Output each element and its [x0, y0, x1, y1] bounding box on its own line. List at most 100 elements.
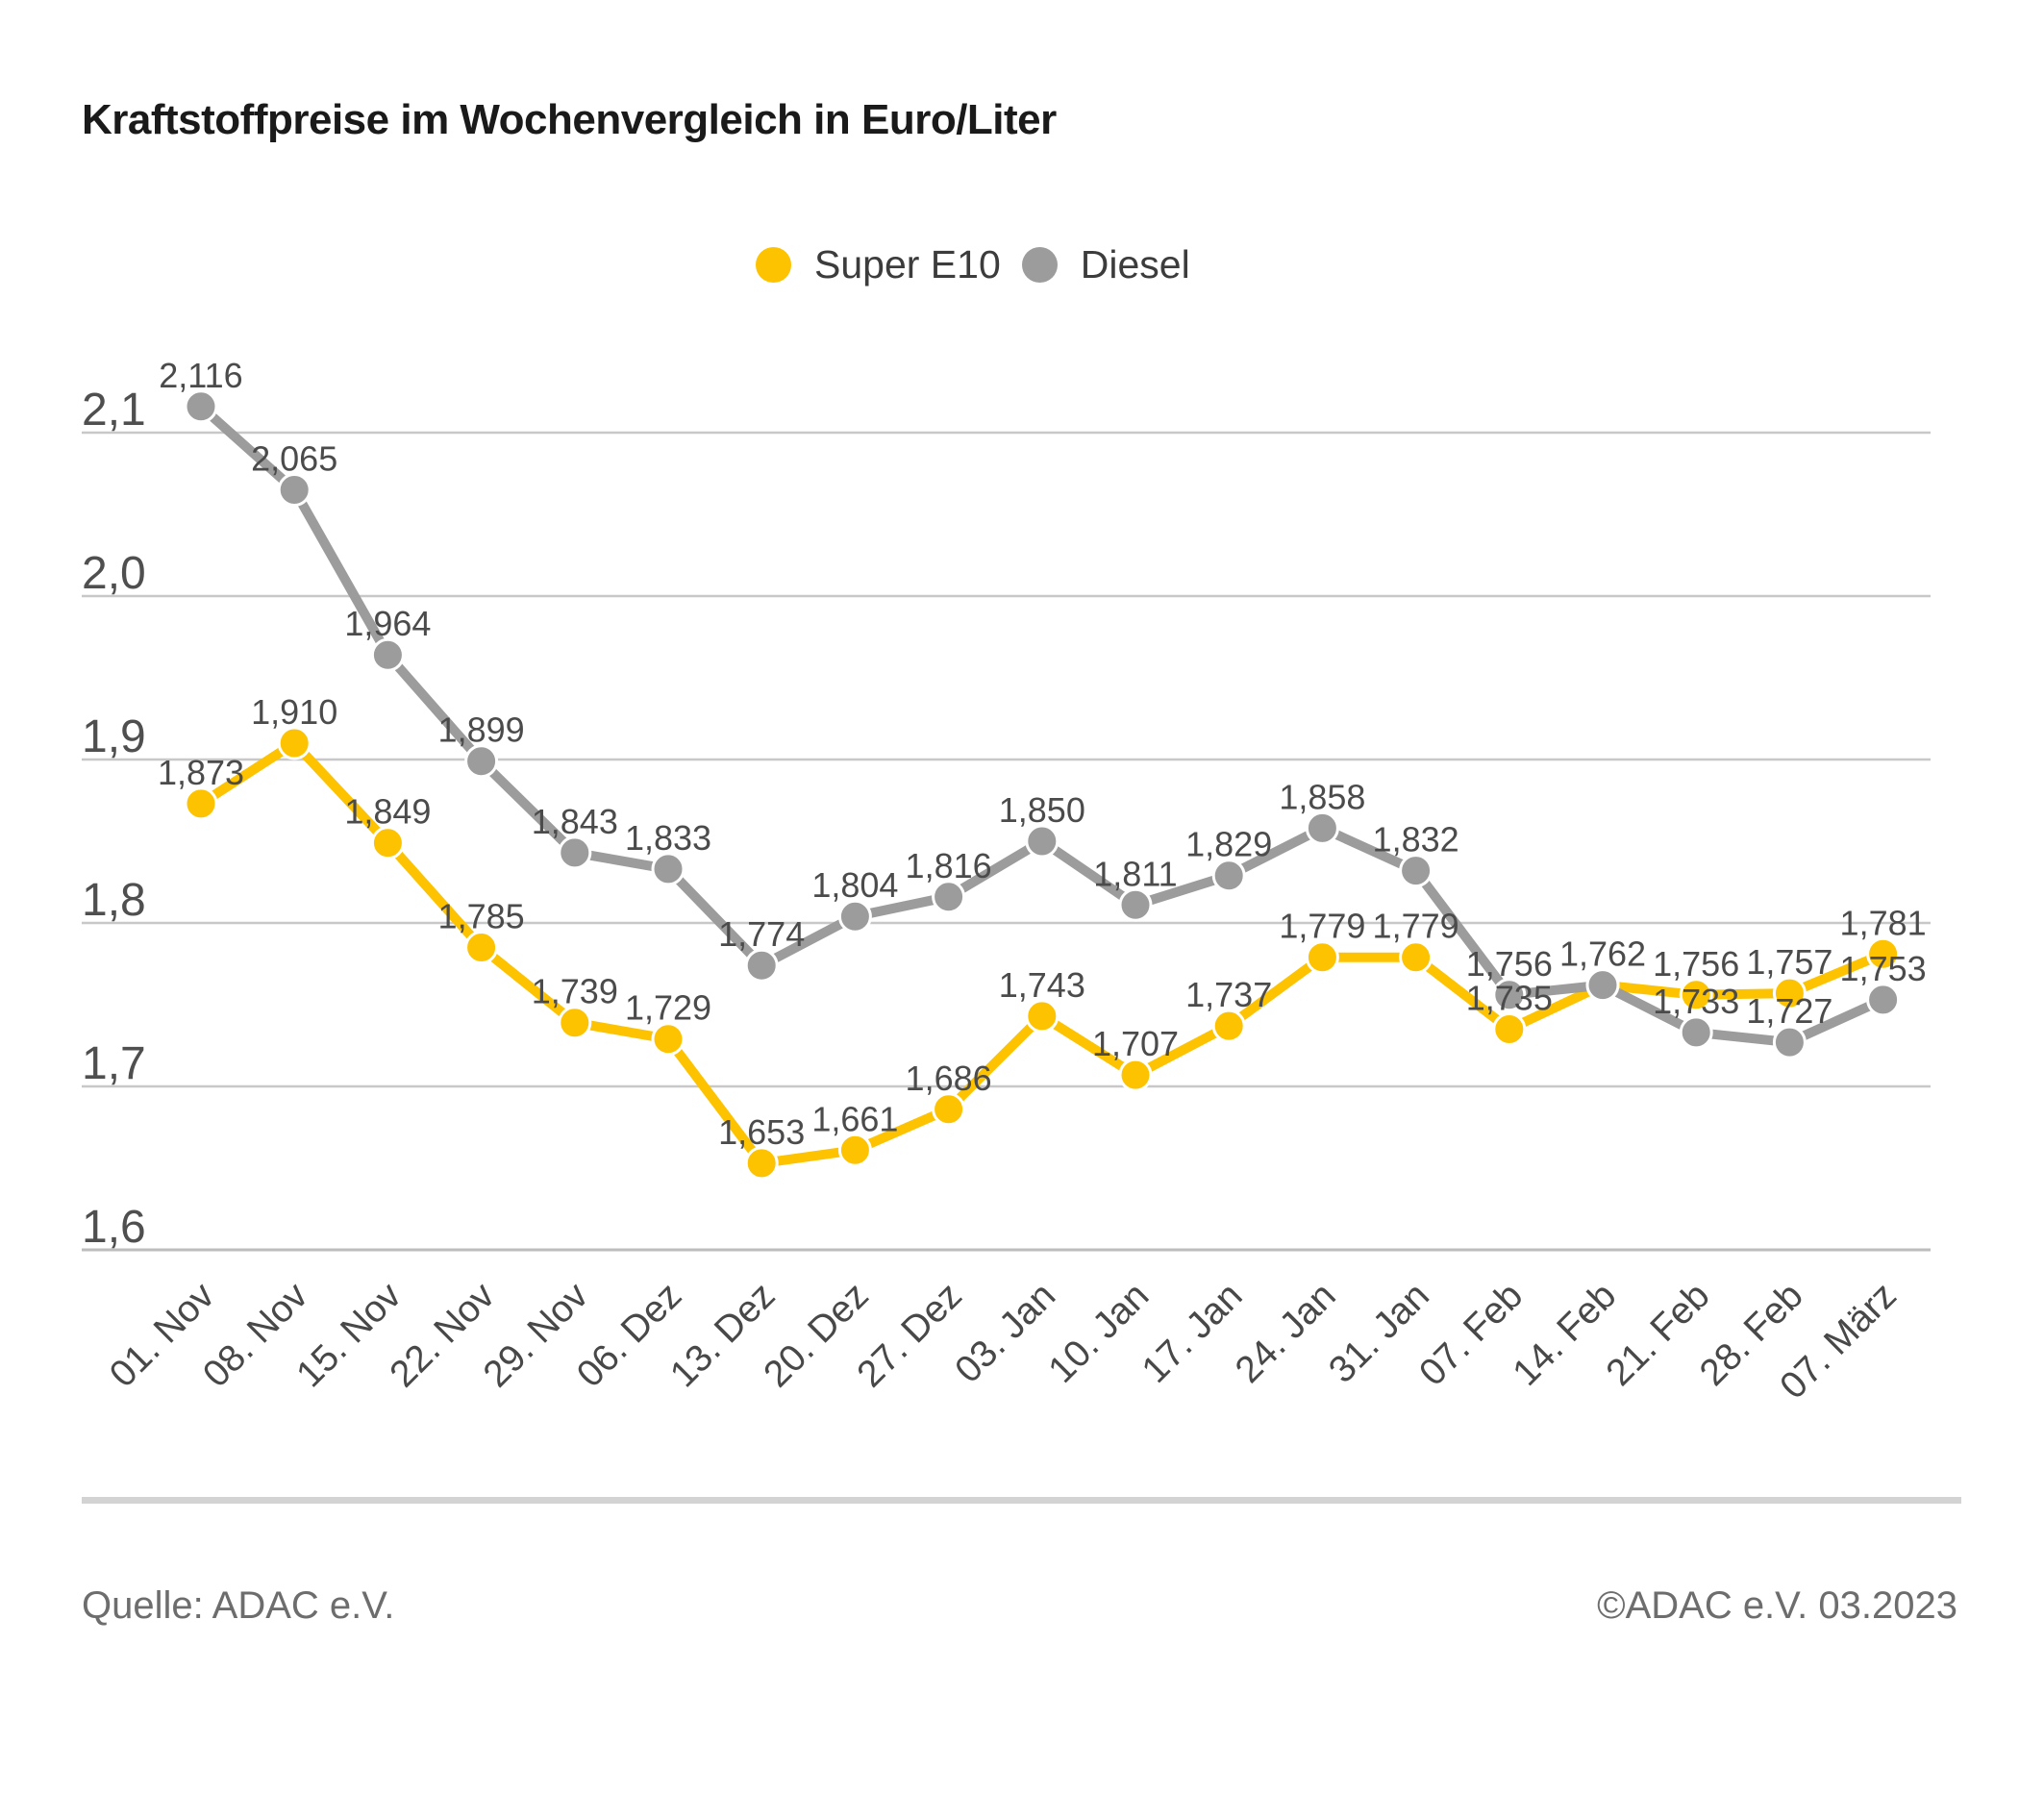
x-tick-label: 29. Nov — [476, 1275, 597, 1396]
data-point-diesel — [1118, 887, 1153, 922]
legend-item-diesel: Diesel — [1021, 242, 1190, 287]
y-tick-label: 1,7 — [82, 1038, 146, 1089]
data-label-diesel: 1,829 — [1185, 825, 1272, 864]
data-point-diesel — [1772, 1025, 1807, 1059]
data-label-super-e10: 1,785 — [438, 897, 525, 936]
data-point-super-e10 — [1492, 1012, 1527, 1046]
y-tick-label: 2,1 — [82, 385, 146, 436]
data-point-diesel — [1866, 983, 1901, 1017]
data-label-super-e10: 1,873 — [158, 753, 244, 792]
data-label-diesel: 2,065 — [251, 439, 337, 479]
data-point-diesel — [184, 389, 218, 424]
gridlines: 2,1 2,0 1,9 1,8 1,7 1,6 — [82, 385, 1931, 1253]
copyright-text: ©ADAC e.V. 03.2023 — [1597, 1584, 1957, 1627]
data-label-super-e10: 1,779 — [1279, 907, 1365, 946]
data-label-super-e10: 1,743 — [999, 965, 1085, 1005]
data-label-diesel: 1,733 — [1653, 982, 1739, 1021]
data-point-diesel — [837, 899, 872, 934]
data-point-diesel — [558, 835, 592, 870]
y-tick-label: 1,6 — [82, 1202, 146, 1253]
x-tick-label: 21. Feb — [1599, 1275, 1718, 1394]
data-point-diesel — [1585, 968, 1620, 1003]
x-tick-label: 13. Dez — [662, 1275, 783, 1395]
data-label-diesel: 1,753 — [1840, 949, 1927, 988]
data-point-diesel — [1399, 854, 1433, 888]
data-point-diesel — [1025, 824, 1059, 859]
data-label-super-e10: 1,737 — [1185, 975, 1272, 1014]
data-label-super-e10: 1,849 — [344, 792, 431, 832]
data-point-super-e10 — [277, 726, 312, 760]
x-tick-label: 20. Dez — [756, 1275, 876, 1395]
data-label-diesel: 1,804 — [811, 865, 898, 905]
footer-divider — [82, 1497, 1961, 1504]
data-label-super-e10: 1,729 — [625, 988, 711, 1028]
chart-title: Kraftstoffpreise im Wochenvergleich in E… — [82, 96, 1057, 143]
data-point-diesel — [1211, 859, 1246, 893]
data-point-super-e10 — [370, 826, 405, 860]
data-label-diesel: 1,727 — [1746, 991, 1832, 1031]
data-label-super-e10: 1,781 — [1840, 903, 1927, 942]
legend-item-super-e10: Super E10 — [756, 242, 1001, 287]
y-tick-label: 1,8 — [82, 875, 146, 926]
x-tick-label: 24. Jan — [1228, 1275, 1344, 1391]
data-point-super-e10 — [1772, 976, 1807, 1010]
data-point-diesel — [1679, 1015, 1713, 1050]
data-label-diesel: 1,833 — [625, 818, 711, 858]
legend-label: Diesel — [1080, 242, 1190, 287]
data-point-super-e10 — [1399, 940, 1433, 975]
x-tick-label: 03. Jan — [947, 1275, 1063, 1391]
x-tick-label: 07. Feb — [1411, 1275, 1531, 1394]
x-tick-label: 01. Nov — [102, 1275, 223, 1396]
legend-label: Super E10 — [814, 242, 1001, 287]
data-label-diesel: 1,756 — [1466, 944, 1553, 984]
data-label-diesel: 1,816 — [906, 846, 992, 885]
data-label-diesel: 1,811 — [1093, 854, 1177, 893]
data-label-super-e10: 1,707 — [1092, 1024, 1179, 1063]
data-label-super-e10: 1,735 — [1466, 979, 1553, 1018]
y-tick-label: 2,0 — [82, 548, 146, 599]
data-point-diesel — [370, 637, 405, 672]
data-point-diesel — [744, 948, 779, 983]
data-label-diesel: 1,774 — [718, 914, 805, 954]
x-tick-label: 10. Jan — [1040, 1275, 1157, 1391]
data-point-diesel — [464, 744, 499, 779]
data-point-super-e10 — [651, 1022, 685, 1057]
data-label-diesel: 1,832 — [1373, 820, 1459, 860]
x-tick-label: 15. Nov — [288, 1275, 410, 1396]
data-label-super-e10: 1,739 — [532, 972, 618, 1011]
data-label-super-e10: 1,653 — [718, 1112, 805, 1152]
data-label-diesel: 1,964 — [344, 604, 431, 643]
data-point-super-e10 — [464, 931, 499, 964]
data-label-diesel: 1,858 — [1279, 777, 1365, 816]
data-label-super-e10: 1,756 — [1653, 944, 1739, 984]
data-point-diesel — [651, 852, 685, 886]
data-point-super-e10 — [744, 1146, 779, 1181]
chart-legend: Super E10 Diesel — [756, 242, 1190, 287]
data-point-super-e10 — [1211, 1009, 1246, 1043]
data-point-diesel — [932, 880, 966, 914]
source-text: Quelle: ADAC e.V. — [82, 1584, 395, 1627]
data-label-diesel: 1,899 — [438, 710, 525, 750]
data-point-diesel — [277, 473, 312, 507]
data-point-super-e10 — [932, 1092, 966, 1127]
data-label-super-e10: 1,686 — [906, 1059, 992, 1098]
data-label-diesel: 1,850 — [999, 790, 1085, 830]
data-point-super-e10 — [1866, 936, 1901, 971]
data-point-super-e10 — [1025, 999, 1059, 1034]
x-tick-label: 27. Dez — [850, 1275, 970, 1395]
data-label-super-e10: 1,661 — [811, 1099, 898, 1138]
data-point-super-e10 — [1305, 940, 1339, 975]
data-label-super-e10: 1,910 — [251, 692, 337, 732]
data-point-diesel — [1492, 978, 1527, 1012]
data-point-super-e10 — [1679, 978, 1713, 1012]
data-point-super-e10 — [558, 1006, 592, 1040]
data-point-diesel — [1305, 810, 1339, 845]
legend-marker-icon — [756, 247, 791, 283]
data-point-super-e10 — [837, 1133, 872, 1167]
legend-marker-icon — [1021, 247, 1058, 283]
x-tick-label: 22. Nov — [383, 1275, 504, 1396]
x-tick-label: 14. Feb — [1505, 1275, 1624, 1394]
